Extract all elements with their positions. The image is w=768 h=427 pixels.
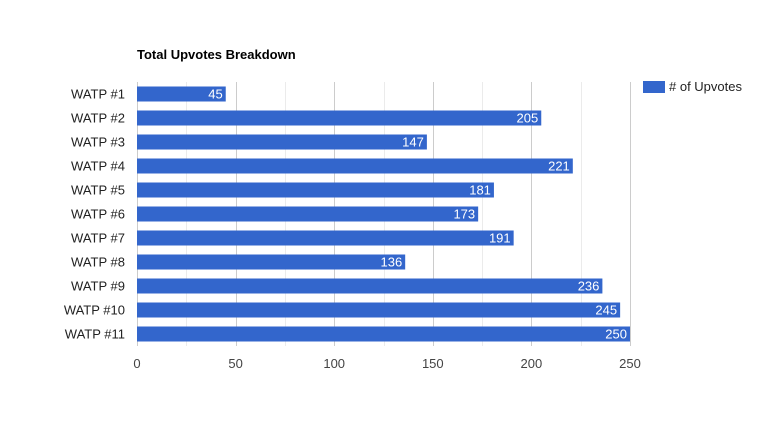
bar	[137, 158, 573, 174]
bar-value-label: 221	[548, 159, 570, 174]
x-tick-label: 50	[228, 356, 242, 371]
bar-value-label: 45	[208, 87, 222, 102]
x-tick-label: 0	[133, 356, 140, 371]
legend-label: # of Upvotes	[669, 79, 742, 94]
category-label: WATP #9	[71, 279, 125, 294]
bar	[137, 206, 479, 222]
bar	[137, 86, 226, 102]
category-label: WATP #1	[71, 87, 125, 102]
bar	[137, 182, 494, 198]
bar	[137, 230, 514, 246]
bars: 45 205 147 221 181 173 191 136 236 245 250	[137, 86, 630, 342]
bar-value-label: 147	[402, 135, 424, 150]
legend: # of Upvotes	[643, 79, 742, 94]
bar	[137, 254, 406, 270]
x-tick-label: 150	[422, 356, 444, 371]
legend-swatch	[643, 81, 665, 93]
category-labels: WATP #1 WATP #2 WATP #3 WATP #4 WATP #5 WATP …	[64, 87, 125, 342]
bar-value-label: 136	[380, 255, 402, 270]
bar-value-label: 191	[489, 231, 511, 246]
category-label: WATP #2	[71, 111, 125, 126]
chart-title: Total Upvotes Breakdown	[137, 47, 296, 62]
bar-value-label: 181	[469, 183, 491, 198]
bar-value-label: 173	[453, 207, 475, 222]
category-label: WATP #4	[71, 159, 125, 174]
category-label: WATP #6	[71, 207, 125, 222]
bar	[137, 110, 542, 126]
x-tick-label: 100	[323, 356, 345, 371]
bar	[137, 302, 621, 318]
bar-value-label: 250	[605, 327, 627, 342]
x-axis-ticks: 0 50 100 150 200 250	[133, 356, 640, 371]
bar-value-label: 236	[578, 279, 600, 294]
category-label: WATP #5	[71, 183, 125, 198]
bar-value-label: 205	[517, 111, 539, 126]
category-label: WATP #11	[65, 327, 125, 342]
category-label: WATP #10	[64, 303, 125, 318]
x-tick-label: 250	[619, 356, 641, 371]
category-label: WATP #7	[71, 231, 125, 246]
category-label: WATP #3	[71, 135, 125, 150]
bar	[137, 326, 630, 342]
bar-value-label: 245	[595, 303, 617, 318]
bar	[137, 278, 603, 294]
bar	[137, 134, 427, 150]
x-tick-label: 200	[521, 356, 543, 371]
category-label: WATP #8	[71, 255, 125, 270]
